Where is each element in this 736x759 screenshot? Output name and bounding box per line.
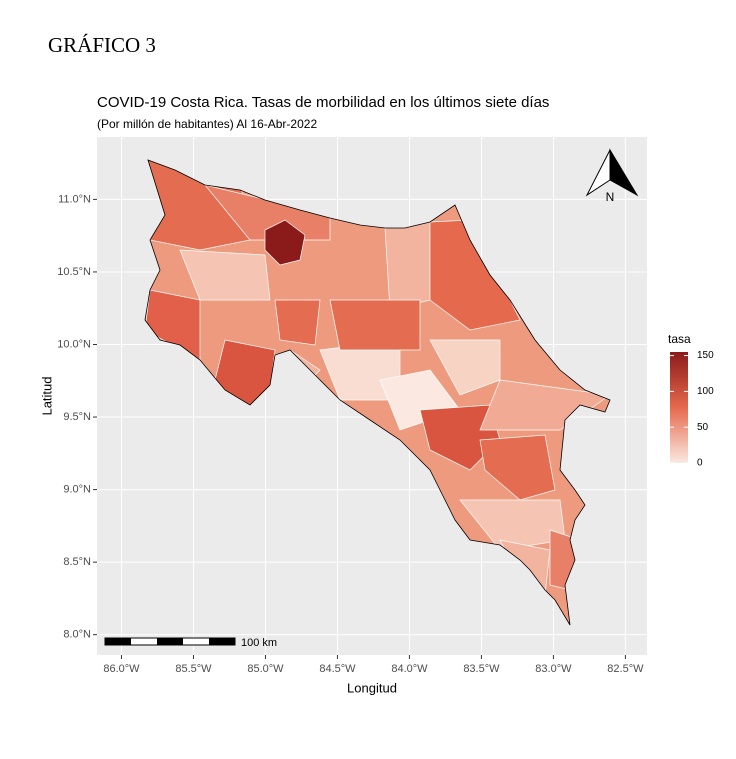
x-tick-label: 83.5°W <box>463 663 500 675</box>
north-label: N <box>606 190 615 204</box>
x-tick-label: 84.5°W <box>319 663 356 675</box>
colorbar-label: 50 <box>697 422 709 433</box>
chart-title: COVID-19 Costa Rica. Tasas de morbilidad… <box>97 94 549 111</box>
north-arrow: N <box>585 148 639 204</box>
y-tick-label: 11.0°N <box>58 193 91 205</box>
y-axis-label: Latitud <box>39 376 54 415</box>
colorbar-label: 0 <box>697 458 703 469</box>
x-tick-label: 82.5°W <box>607 663 644 675</box>
x-tick-label: 83.0°W <box>535 663 572 675</box>
y-tick-label: 9.0°N <box>63 483 91 495</box>
x-tick-label: 85.5°W <box>175 663 212 675</box>
colorbar-label: 150 <box>697 350 714 361</box>
x-tick-label: 86.0°W <box>103 663 140 675</box>
heading: GRÁFICO 3 <box>48 33 156 57</box>
colorbar-label: 100 <box>697 386 714 397</box>
x-tick-label: 84.0°W <box>391 663 428 675</box>
colorbar <box>670 352 688 463</box>
y-tick-label: 8.5°N <box>63 556 91 568</box>
x-tick-label: 85.0°W <box>247 663 284 675</box>
scale-label: 100 km <box>241 637 277 649</box>
y-tick-label: 8.0°N <box>63 629 91 641</box>
chart-subtitle: (Por millón de habitantes) Al 16-Abr-202… <box>97 117 317 131</box>
x-axis-label: Longitud <box>347 680 397 695</box>
y-tick-label: 10.5°N <box>57 266 91 278</box>
y-tick-label: 10.0°N <box>57 338 91 350</box>
scale-bar: 100 km <box>104 637 277 649</box>
y-tick-label: 9.5°N <box>63 411 91 423</box>
legend-title: tasa <box>668 332 691 346</box>
